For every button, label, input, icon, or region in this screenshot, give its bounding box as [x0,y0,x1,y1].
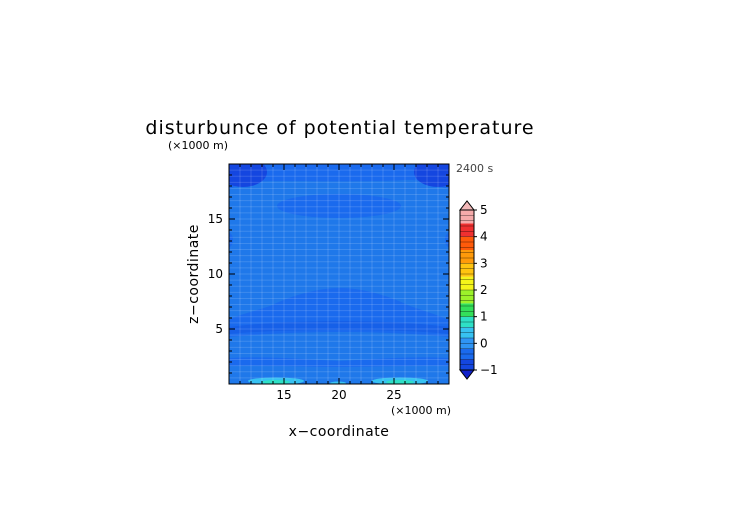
colorbar-band [460,303,474,317]
colorbar-band [460,276,474,290]
x-axis-label: x−coordinate [289,424,390,440]
y-unit-label: (×1000 m) [168,139,228,152]
colorbar-extend-top [458,200,476,211]
contour-region-right-notch [445,233,449,247]
y-tick-label: 5 [215,322,223,336]
colorbar-tick-label: 3 [480,256,488,270]
colorbar-band [460,250,474,264]
colorbar-tick-label: 0 [480,336,488,350]
colorbar-band [460,210,474,224]
colorbar: 5 4 3 2 1 0 −1 [458,200,498,380]
colorbar-band [460,223,474,237]
contour-region-top [229,164,449,189]
colorbar-tick-label: 2 [480,283,488,297]
colorbar-tick-label: −1 [480,363,498,377]
y-tick-label: 15 [208,212,223,226]
contour-region-left-notch [229,233,233,247]
x-tick-label: 20 [331,388,346,402]
contour-region-mid-core [229,321,449,334]
x-tick-label: 15 [276,388,291,402]
contour-region-upper-lens [277,194,401,218]
colorbar-band [460,236,474,250]
colorbar-extend-bottom [458,369,476,380]
contour-region-corner-tr [414,164,449,187]
contour-region-corner-tl [229,164,267,187]
colorbar-band [460,290,474,304]
contour-field [229,164,449,384]
contour-region-surface-left-core [262,380,290,384]
x-unit-label: (×1000 m) [391,404,451,417]
contour-region-low-band [229,357,449,367]
x-axis-ticks: 15 20 25 [228,164,450,402]
grid-lines [229,164,449,384]
y-axis-ticks: 5 10 15 [208,163,449,385]
contour-region-surface-right-core [386,380,414,384]
x-tick-label: 25 [386,388,401,402]
chart-title: disturbunce of potential temperature [145,117,534,139]
y-tick-label: 10 [208,267,223,281]
colorbar-band [460,263,474,277]
colorbar-tick-label: 5 [480,203,488,217]
time-label: 2400 s [456,162,493,175]
colorbar-tick-label: 1 [480,310,488,324]
contour-region-surface-mid [330,381,346,384]
colorbar-tick-label: 4 [480,230,488,244]
y-axis-label: z−coordinate [186,224,202,324]
